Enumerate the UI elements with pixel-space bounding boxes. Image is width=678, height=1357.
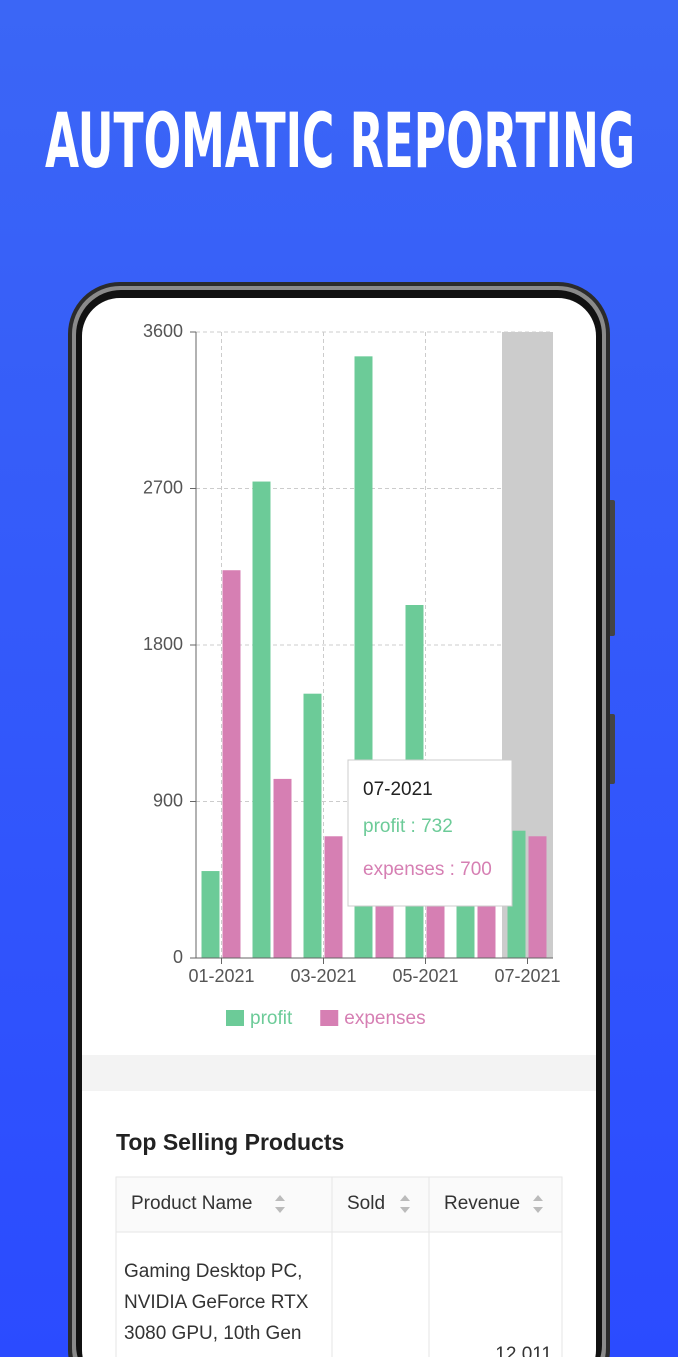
sort-icon[interactable] <box>275 1195 285 1213</box>
product-name: NVIDIA GeForce RTX <box>124 1292 309 1313</box>
legend-label: expenses <box>344 1008 425 1029</box>
tooltip <box>347 759 513 907</box>
screen <box>82 298 596 1357</box>
column-header: Revenue <box>444 1193 520 1214</box>
x-tick-label: 01-2021 <box>188 966 254 986</box>
legend-swatch <box>226 1010 244 1026</box>
x-tick-label: 03-2021 <box>290 966 356 986</box>
bar <box>303 693 322 958</box>
product-name: 3080 GPU, 10th Gen <box>124 1323 301 1344</box>
bar <box>252 481 271 958</box>
bar <box>273 778 292 958</box>
legend-label: profit <box>250 1008 293 1029</box>
tooltip-line: expenses : 700 <box>363 859 492 880</box>
table: Product Name Sold Revenue Gaming Desktop PC… <box>115 1176 563 1357</box>
separator <box>82 1055 596 1091</box>
bar <box>201 871 220 958</box>
bar <box>528 836 547 958</box>
bar <box>324 836 343 958</box>
x-tick-label: 07-2021 <box>494 966 560 986</box>
y-tick-label: 3600 <box>143 321 183 341</box>
chart: 0 900 1800 2700 3600 01-2021 03-2021 05-2021 07-… <box>143 321 561 1029</box>
tooltip-line: profit : 732 <box>363 816 453 837</box>
column-header: Sold <box>347 1193 385 1214</box>
tooltip-title: 07-2021 <box>363 779 433 800</box>
table-header <box>115 1176 563 1233</box>
headline: AUTOMATIC REPORTING <box>45 96 635 185</box>
column-header: Product Name <box>131 1193 252 1214</box>
bar <box>222 570 241 958</box>
sort-icon[interactable] <box>400 1195 410 1213</box>
product-name: Gaming Desktop PC, <box>124 1261 302 1282</box>
y-tick-label: 900 <box>153 790 183 810</box>
sort-icon[interactable] <box>533 1195 543 1213</box>
revenue: 12,011 <box>495 1344 552 1357</box>
y-tick-label: 0 <box>173 947 183 967</box>
y-tick-label: 1800 <box>143 634 183 654</box>
y-tick-label: 2700 <box>143 477 183 497</box>
legend-swatch <box>320 1010 339 1026</box>
x-tick-label: 05-2021 <box>392 966 458 986</box>
section-title: Top Selling Products <box>116 1129 344 1155</box>
